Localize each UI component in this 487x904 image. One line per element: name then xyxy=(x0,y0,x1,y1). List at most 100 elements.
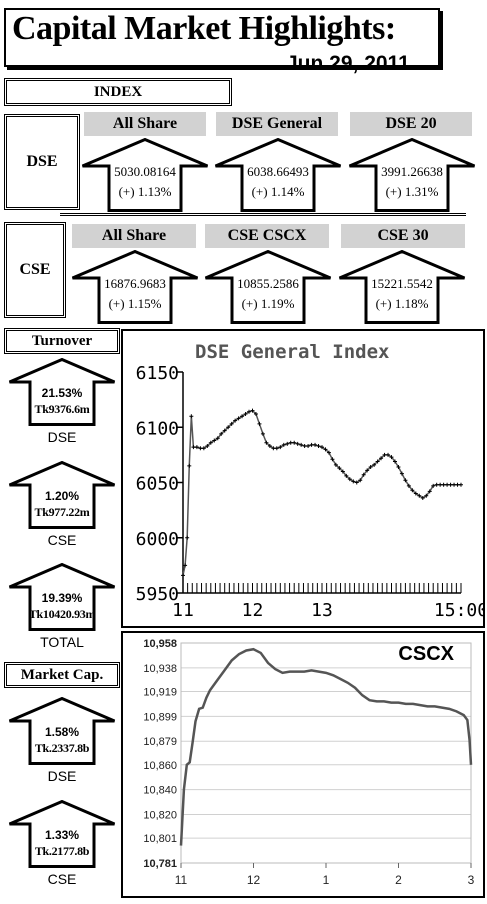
turnover-exchange-label: DSE xyxy=(47,429,77,445)
market_cap-arrow-1: 1.33% Tk.2177.8b xyxy=(8,800,116,868)
data-point xyxy=(250,408,255,413)
data-point xyxy=(365,468,370,473)
data-point xyxy=(302,444,307,449)
market_cap-amount: Tk.2337.8b xyxy=(34,741,90,755)
up-arrow-icon xyxy=(214,138,342,212)
data-point xyxy=(264,440,269,445)
data-point xyxy=(285,441,290,446)
y-tick-label: 10,938 xyxy=(143,663,177,675)
turnover-exchange-label: CSE xyxy=(47,532,77,548)
y-tick-label: 6000 xyxy=(136,529,179,550)
data-point xyxy=(274,446,279,451)
up-arrow-icon xyxy=(8,461,116,529)
data-point xyxy=(208,440,213,445)
series-line xyxy=(182,409,461,576)
dse-card-name: All Share xyxy=(112,115,178,132)
data-point xyxy=(452,482,457,487)
market_cap-exchange-label: DSE xyxy=(47,768,77,784)
cse-card-header-0: All Share xyxy=(72,224,196,248)
cse-card-change: (+) 1.18% xyxy=(375,296,429,311)
dse-card-value: 5030.08164 xyxy=(114,164,176,179)
data-point xyxy=(448,482,453,487)
data-point xyxy=(189,414,194,419)
dse-card-header-1: DSE General xyxy=(216,112,338,136)
divider xyxy=(60,213,466,216)
data-point xyxy=(413,491,418,496)
data-point xyxy=(420,495,425,500)
data-point xyxy=(236,416,241,421)
market-cap-section-label: Market Cap. xyxy=(4,662,120,688)
data-point xyxy=(333,462,338,467)
y-tick-label: 10,860 xyxy=(143,760,177,772)
x-tick-label: 2 xyxy=(395,873,402,887)
data-point xyxy=(288,440,293,445)
cse-card-value: 10855.2586 xyxy=(237,276,299,291)
data-point xyxy=(455,482,460,487)
x-tick-label: 11 xyxy=(172,600,194,621)
up-arrow-icon xyxy=(348,138,476,212)
data-point xyxy=(212,438,217,443)
turnover-pct: 21.53% xyxy=(41,386,83,400)
y-tick-label: 6150 xyxy=(136,363,179,384)
data-point xyxy=(271,446,276,451)
data-point xyxy=(260,431,265,436)
dse-card-name: DSE General xyxy=(231,115,323,132)
up-arrow-icon xyxy=(8,697,116,765)
page-title: Capital Market Highlights: xyxy=(12,10,396,47)
up-arrow-icon xyxy=(8,563,116,631)
data-point xyxy=(427,489,432,494)
data-point xyxy=(337,466,342,471)
data-point xyxy=(247,409,252,414)
data-point xyxy=(392,459,397,464)
up-arrow-icon xyxy=(8,800,116,868)
turnover-pct: 1.20% xyxy=(44,489,80,503)
dse-card-header-0: All Share xyxy=(84,112,206,136)
market_cap-arrow-0: 1.58% Tk.2337.8b xyxy=(8,697,116,765)
turnover-exchange-label: TOTAL xyxy=(40,634,84,650)
data-point xyxy=(340,469,345,474)
dse-card-change: (+) 1.31% xyxy=(385,184,439,199)
data-point xyxy=(438,482,443,487)
series-line xyxy=(179,647,473,846)
data-point xyxy=(406,483,411,488)
data-point xyxy=(198,446,203,451)
data-point xyxy=(358,478,363,483)
cse-card-value: 16876.9683 xyxy=(104,276,166,291)
data-point xyxy=(313,442,318,447)
turnover-arrow-1: 1.20% Tk977.22m xyxy=(8,461,116,529)
title-frame xyxy=(4,8,440,67)
data-point xyxy=(351,479,356,484)
up-arrow-icon xyxy=(338,250,466,324)
data-point xyxy=(257,421,262,426)
data-point xyxy=(431,483,436,488)
dse-card-change: (+) 1.13% xyxy=(118,184,172,199)
cse-card-header-2: CSE 30 xyxy=(341,224,465,248)
data-point xyxy=(185,535,190,540)
turnover-label-text: Turnover xyxy=(31,332,93,349)
dse-card-header-2: DSE 20 xyxy=(350,112,472,136)
x-tick-label: 1 xyxy=(323,873,330,887)
data-point xyxy=(187,463,192,468)
data-point xyxy=(222,428,227,433)
cse-card-arrow-2: 15221.5542 (+) 1.18% xyxy=(338,250,466,324)
y-tick-label: 5950 xyxy=(136,584,179,605)
data-point xyxy=(434,482,439,487)
cse-card-arrow-0: 16876.9683 (+) 1.15% xyxy=(71,250,199,324)
data-point xyxy=(309,442,314,447)
data-point xyxy=(181,573,185,578)
market_cap-amount: Tk.2177.8b xyxy=(34,844,90,858)
dse-exchange-label: DSE xyxy=(26,153,58,170)
cscx-chart-panel: 10,958 10,938 10,919 10,899 10,879 10,860 10,8… xyxy=(121,631,485,898)
data-point xyxy=(386,452,391,457)
data-point xyxy=(299,442,304,447)
chart-title: CSCX xyxy=(398,643,454,665)
report-date: Jun 29, 2011 xyxy=(286,52,410,75)
x-tick-label: 12 xyxy=(247,873,261,887)
y-tick-label: 10,879 xyxy=(143,736,177,748)
cse-exchange-box: CSE xyxy=(4,222,66,318)
data-point xyxy=(229,421,234,426)
data-point xyxy=(233,418,238,423)
x-tick-label: 15:00 xyxy=(434,600,483,621)
data-point xyxy=(320,445,324,450)
